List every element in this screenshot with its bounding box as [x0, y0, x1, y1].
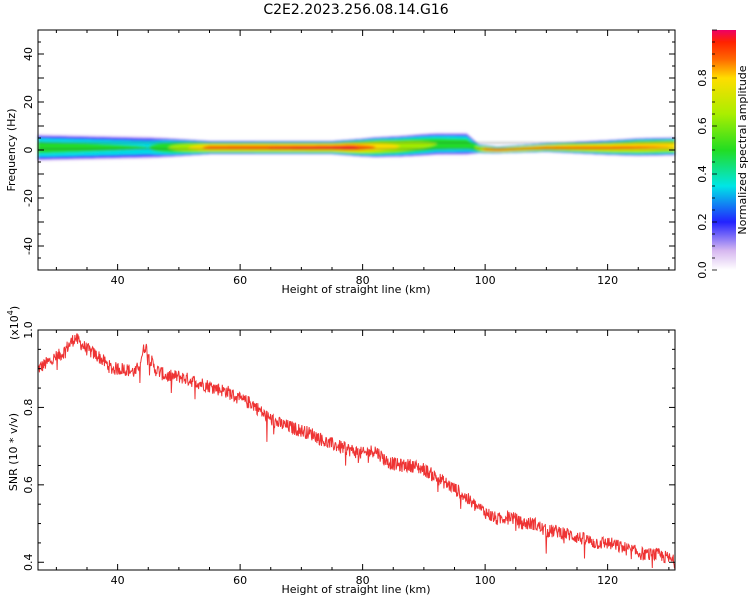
colorbar-tick-label: 0.4	[696, 165, 709, 183]
snr-series-line	[38, 333, 676, 569]
spectrogram-x-tick-label: 40	[111, 274, 125, 287]
spectrogram-x-tick-label: 120	[597, 274, 618, 287]
spectrogram-y-tick-label: 0	[22, 147, 35, 154]
snr-x-tick-label: 80	[356, 574, 370, 587]
snr-multiplier-close: )	[8, 306, 21, 310]
spectrogram-y-tick-label: -20	[22, 189, 35, 207]
snr-x-tick-label: 40	[111, 574, 125, 587]
spectrogram-level-7	[38, 144, 675, 150]
figure-title: C2E2.2023.256.08.14.G16	[263, 2, 448, 18]
snr-y-tick-label: 1.0	[22, 321, 35, 339]
snr-ticks: 40 60 80 100 120 0.4 0.6 0.8 1.0	[22, 321, 675, 587]
snr-panel: 40 60 80 100 120 0.4 0.6 0.8 1.0 Height of strai…	[6, 306, 676, 596]
colorbar-scale	[712, 30, 736, 270]
snr-multiplier-base: (x10	[8, 315, 21, 340]
colorbar-label: Normalized spectral amplitude	[736, 65, 749, 234]
colorbar-tick-label: 0.0	[696, 261, 709, 279]
spectrogram-band	[38, 132, 675, 161]
snr-multiplier-exp: 4	[6, 310, 15, 315]
spectrogram-y-tick-label: 40	[22, 47, 35, 61]
snr-y-axis-label: SNR (10 * v/v)	[7, 413, 20, 491]
spectrogram-panel: 40 60 80 100 120 -40 -20 0 20 40 Height of straig…	[5, 29, 676, 296]
spectrogram-y-tick-label: -40	[22, 237, 35, 255]
snr-x-tick-label: 120	[597, 574, 618, 587]
snr-y-tick-label: 0.4	[22, 554, 35, 572]
colorbar-tick-label: 0.8	[696, 69, 709, 87]
snr-frame	[37, 329, 676, 571]
spectrogram-ticks: 40 60 80 100 120 -40 -20 0 20 40	[22, 29, 675, 287]
colorbar-tick-label: 0.2	[696, 213, 709, 231]
spectrogram-x-tick-label: 100	[475, 274, 496, 287]
colorbar-ticks: 0.0 0.2 0.4 0.6 0.8	[696, 29, 717, 279]
snr-multiplier-label: (x104)	[6, 306, 21, 340]
snr-x-axis-label: Height of straight line (km)	[281, 583, 430, 596]
colorbar-tick-label: 0.6	[696, 117, 709, 135]
spectrogram-x-tick-label: 80	[356, 274, 370, 287]
colorbar: 0.0 0.2 0.4 0.6 0.8 Normalized spectral ampl…	[696, 29, 749, 279]
spectrogram-y-tick-label: 20	[22, 95, 35, 109]
spectrogram-x-axis-label: Height of straight line (km)	[281, 283, 430, 296]
snr-y-tick-label: 0.8	[22, 399, 35, 417]
snr-x-tick-label: 100	[475, 574, 496, 587]
spectrogram-x-tick-label: 60	[233, 274, 247, 287]
spectrogram-y-axis-label: Frequency (Hz)	[5, 109, 18, 192]
snr-y-tick-label: 0.6	[22, 476, 35, 494]
snr-x-tick-label: 60	[233, 574, 247, 587]
